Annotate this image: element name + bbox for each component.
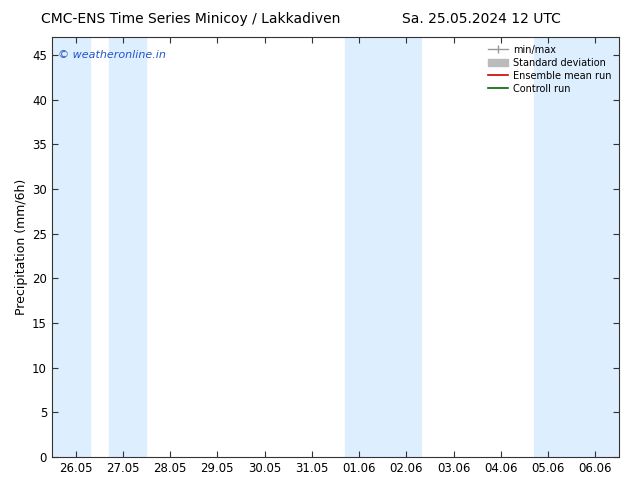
Bar bbox=[383, 37, 420, 457]
Bar bbox=[52, 37, 89, 457]
Bar bbox=[345, 37, 383, 457]
Text: © weatheronline.in: © weatheronline.in bbox=[58, 49, 165, 60]
Y-axis label: Precipitation (mm/6h): Precipitation (mm/6h) bbox=[15, 179, 28, 315]
Bar bbox=[534, 37, 572, 457]
Bar bbox=[572, 37, 619, 457]
Bar bbox=[108, 37, 146, 457]
Text: CMC-ENS Time Series Minicoy / Lakkadiven: CMC-ENS Time Series Minicoy / Lakkadiven bbox=[41, 12, 340, 26]
Text: Sa. 25.05.2024 12 UTC: Sa. 25.05.2024 12 UTC bbox=[403, 12, 561, 26]
Legend: min/max, Standard deviation, Ensemble mean run, Controll run: min/max, Standard deviation, Ensemble me… bbox=[486, 42, 614, 97]
